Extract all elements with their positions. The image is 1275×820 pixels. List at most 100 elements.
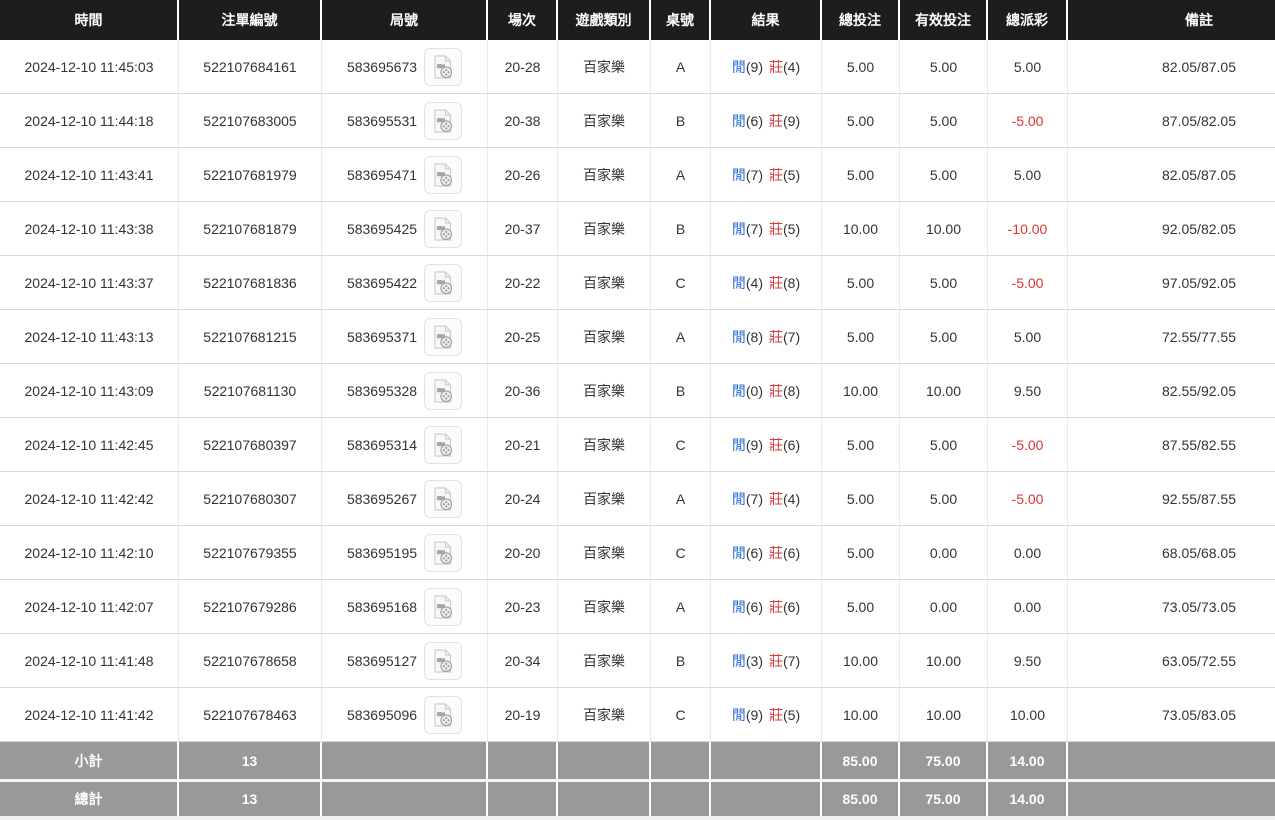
video-replay-button[interactable] bbox=[424, 425, 463, 464]
result-cell: 閒(4) 莊(8) bbox=[711, 256, 822, 310]
video-replay-icon bbox=[434, 162, 453, 187]
subtotal-row: 小計 13 85.00 75.00 14.00 bbox=[0, 742, 1275, 779]
video-replay-icon bbox=[434, 108, 453, 133]
col-header-round-no: 局號 bbox=[322, 0, 488, 40]
session-cell: 20-23 bbox=[488, 580, 558, 634]
payout-cell: 5.00 bbox=[988, 310, 1068, 364]
table-row: 2024-12-10 11:42:45 522107680397 5836953… bbox=[0, 418, 1275, 472]
result-cell: 閒(7) 莊(5) bbox=[711, 202, 822, 256]
video-replay-button[interactable] bbox=[424, 479, 463, 518]
table-header-row: 時間 注單編號 局號 場次 遊戲類別 桌號 結果 總投注 有效投注 總派彩 備註 bbox=[0, 0, 1275, 40]
player-result-label: 閒 bbox=[731, 652, 746, 669]
round-number: 583695328 bbox=[346, 382, 418, 399]
game-type-cell: 百家樂 bbox=[558, 40, 651, 94]
table-no-cell: A bbox=[651, 472, 711, 526]
bet-id-cell: 522107684161 bbox=[179, 40, 322, 94]
round-number: 583695531 bbox=[346, 112, 418, 129]
video-replay-button[interactable] bbox=[424, 317, 463, 356]
banker-result-label: 莊 bbox=[769, 544, 783, 561]
table-no-cell: A bbox=[651, 148, 711, 202]
video-replay-button[interactable] bbox=[424, 641, 463, 680]
table-row: 2024-12-10 11:41:48 522107678658 5836951… bbox=[0, 634, 1275, 688]
valid-bet-cell: 0.00 bbox=[900, 580, 988, 634]
time-cell: 2024-12-10 11:43:41 bbox=[0, 148, 179, 202]
player-result-score: (6) bbox=[745, 112, 763, 129]
total-bet-cell: 10.00 bbox=[822, 364, 900, 418]
video-replay-icon bbox=[434, 702, 453, 727]
player-result-score: (0) bbox=[745, 382, 763, 399]
table-no-cell: B bbox=[651, 364, 711, 418]
banker-result-label: 莊 bbox=[769, 652, 783, 669]
total-bet-cell: 5.00 bbox=[822, 526, 900, 580]
bet-id-cell: 522107678658 bbox=[179, 634, 322, 688]
round-number: 583695425 bbox=[346, 220, 418, 237]
banker-result-score: (5) bbox=[783, 166, 801, 183]
col-header-result: 結果 bbox=[711, 0, 822, 40]
banker-result-score: (4) bbox=[783, 58, 801, 75]
total-bet-cell: 5.00 bbox=[822, 472, 900, 526]
subtotal-round-cell bbox=[322, 742, 488, 779]
payout-cell: -5.00 bbox=[988, 256, 1068, 310]
remark-cell: 87.55/82.55 bbox=[1068, 418, 1275, 472]
subtotal-count: 13 bbox=[179, 742, 322, 779]
session-cell: 20-37 bbox=[488, 202, 558, 256]
bet-id-cell: 522107679286 bbox=[179, 580, 322, 634]
video-replay-button[interactable] bbox=[424, 209, 463, 248]
time-cell: 2024-12-10 11:43:13 bbox=[0, 310, 179, 364]
table-row: 2024-12-10 11:44:18 522107683005 5836955… bbox=[0, 94, 1275, 148]
round-number: 583695267 bbox=[346, 490, 418, 507]
round-cell: 583695422 bbox=[322, 256, 488, 310]
bet-id-cell: 522107681836 bbox=[179, 256, 322, 310]
total-bet-cell: 5.00 bbox=[822, 148, 900, 202]
grand-total-session-cell bbox=[488, 779, 558, 816]
video-replay-button[interactable] bbox=[424, 101, 463, 140]
game-type-cell: 百家樂 bbox=[558, 148, 651, 202]
remark-cell: 82.05/87.05 bbox=[1068, 40, 1275, 94]
payout-cell: -5.00 bbox=[988, 94, 1068, 148]
game-type-cell: 百家樂 bbox=[558, 418, 651, 472]
video-replay-button[interactable] bbox=[424, 371, 463, 410]
player-result-label: 閒 bbox=[731, 598, 746, 615]
video-replay-icon bbox=[434, 216, 453, 241]
col-header-remark: 備註 bbox=[1068, 0, 1275, 40]
game-type-cell: 百家樂 bbox=[558, 256, 651, 310]
remark-cell: 73.05/83.05 bbox=[1068, 688, 1275, 742]
table-no-cell: A bbox=[651, 580, 711, 634]
subtotal-remark-cell bbox=[1068, 742, 1275, 779]
video-replay-button[interactable] bbox=[424, 263, 463, 302]
subtotal-game-cell bbox=[558, 742, 651, 779]
table-no-cell: B bbox=[651, 94, 711, 148]
result-cell: 閒(7) 莊(4) bbox=[711, 472, 822, 526]
game-type-cell: 百家樂 bbox=[558, 526, 651, 580]
video-replay-button[interactable] bbox=[424, 155, 463, 194]
player-result-score: (9) bbox=[745, 706, 763, 723]
player-result-score: (9) bbox=[745, 436, 763, 453]
player-result-score: (6) bbox=[745, 544, 763, 561]
table-row: 2024-12-10 11:41:42 522107678463 5836950… bbox=[0, 688, 1275, 742]
round-cell: 583695096 bbox=[322, 688, 488, 742]
col-header-session: 場次 bbox=[488, 0, 558, 40]
video-replay-button[interactable] bbox=[424, 695, 463, 734]
remark-cell: 82.05/87.05 bbox=[1068, 148, 1275, 202]
result-cell: 閒(3) 莊(7) bbox=[711, 634, 822, 688]
banker-result-score: (6) bbox=[783, 544, 801, 561]
result-cell: 閒(9) 莊(6) bbox=[711, 418, 822, 472]
game-type-cell: 百家樂 bbox=[558, 688, 651, 742]
time-cell: 2024-12-10 11:42:45 bbox=[0, 418, 179, 472]
valid-bet-cell: 5.00 bbox=[900, 148, 988, 202]
bet-id-cell: 522107678463 bbox=[179, 688, 322, 742]
player-result-score: (7) bbox=[745, 490, 763, 507]
payout-cell: 9.50 bbox=[988, 634, 1068, 688]
player-result-score: (9) bbox=[745, 58, 763, 75]
player-result-label: 閒 bbox=[731, 274, 746, 291]
table-row: 2024-12-10 11:43:13 522107681215 5836953… bbox=[0, 310, 1275, 364]
video-replay-button[interactable] bbox=[424, 47, 463, 86]
session-cell: 20-22 bbox=[488, 256, 558, 310]
total-bet-cell: 10.00 bbox=[822, 634, 900, 688]
video-replay-button[interactable] bbox=[424, 587, 463, 626]
table-row: 2024-12-10 11:43:37 522107681836 5836954… bbox=[0, 256, 1275, 310]
remark-cell: 82.55/92.05 bbox=[1068, 364, 1275, 418]
session-cell: 20-28 bbox=[488, 40, 558, 94]
video-replay-button[interactable] bbox=[424, 533, 463, 572]
grand-total-table-cell bbox=[651, 779, 711, 816]
